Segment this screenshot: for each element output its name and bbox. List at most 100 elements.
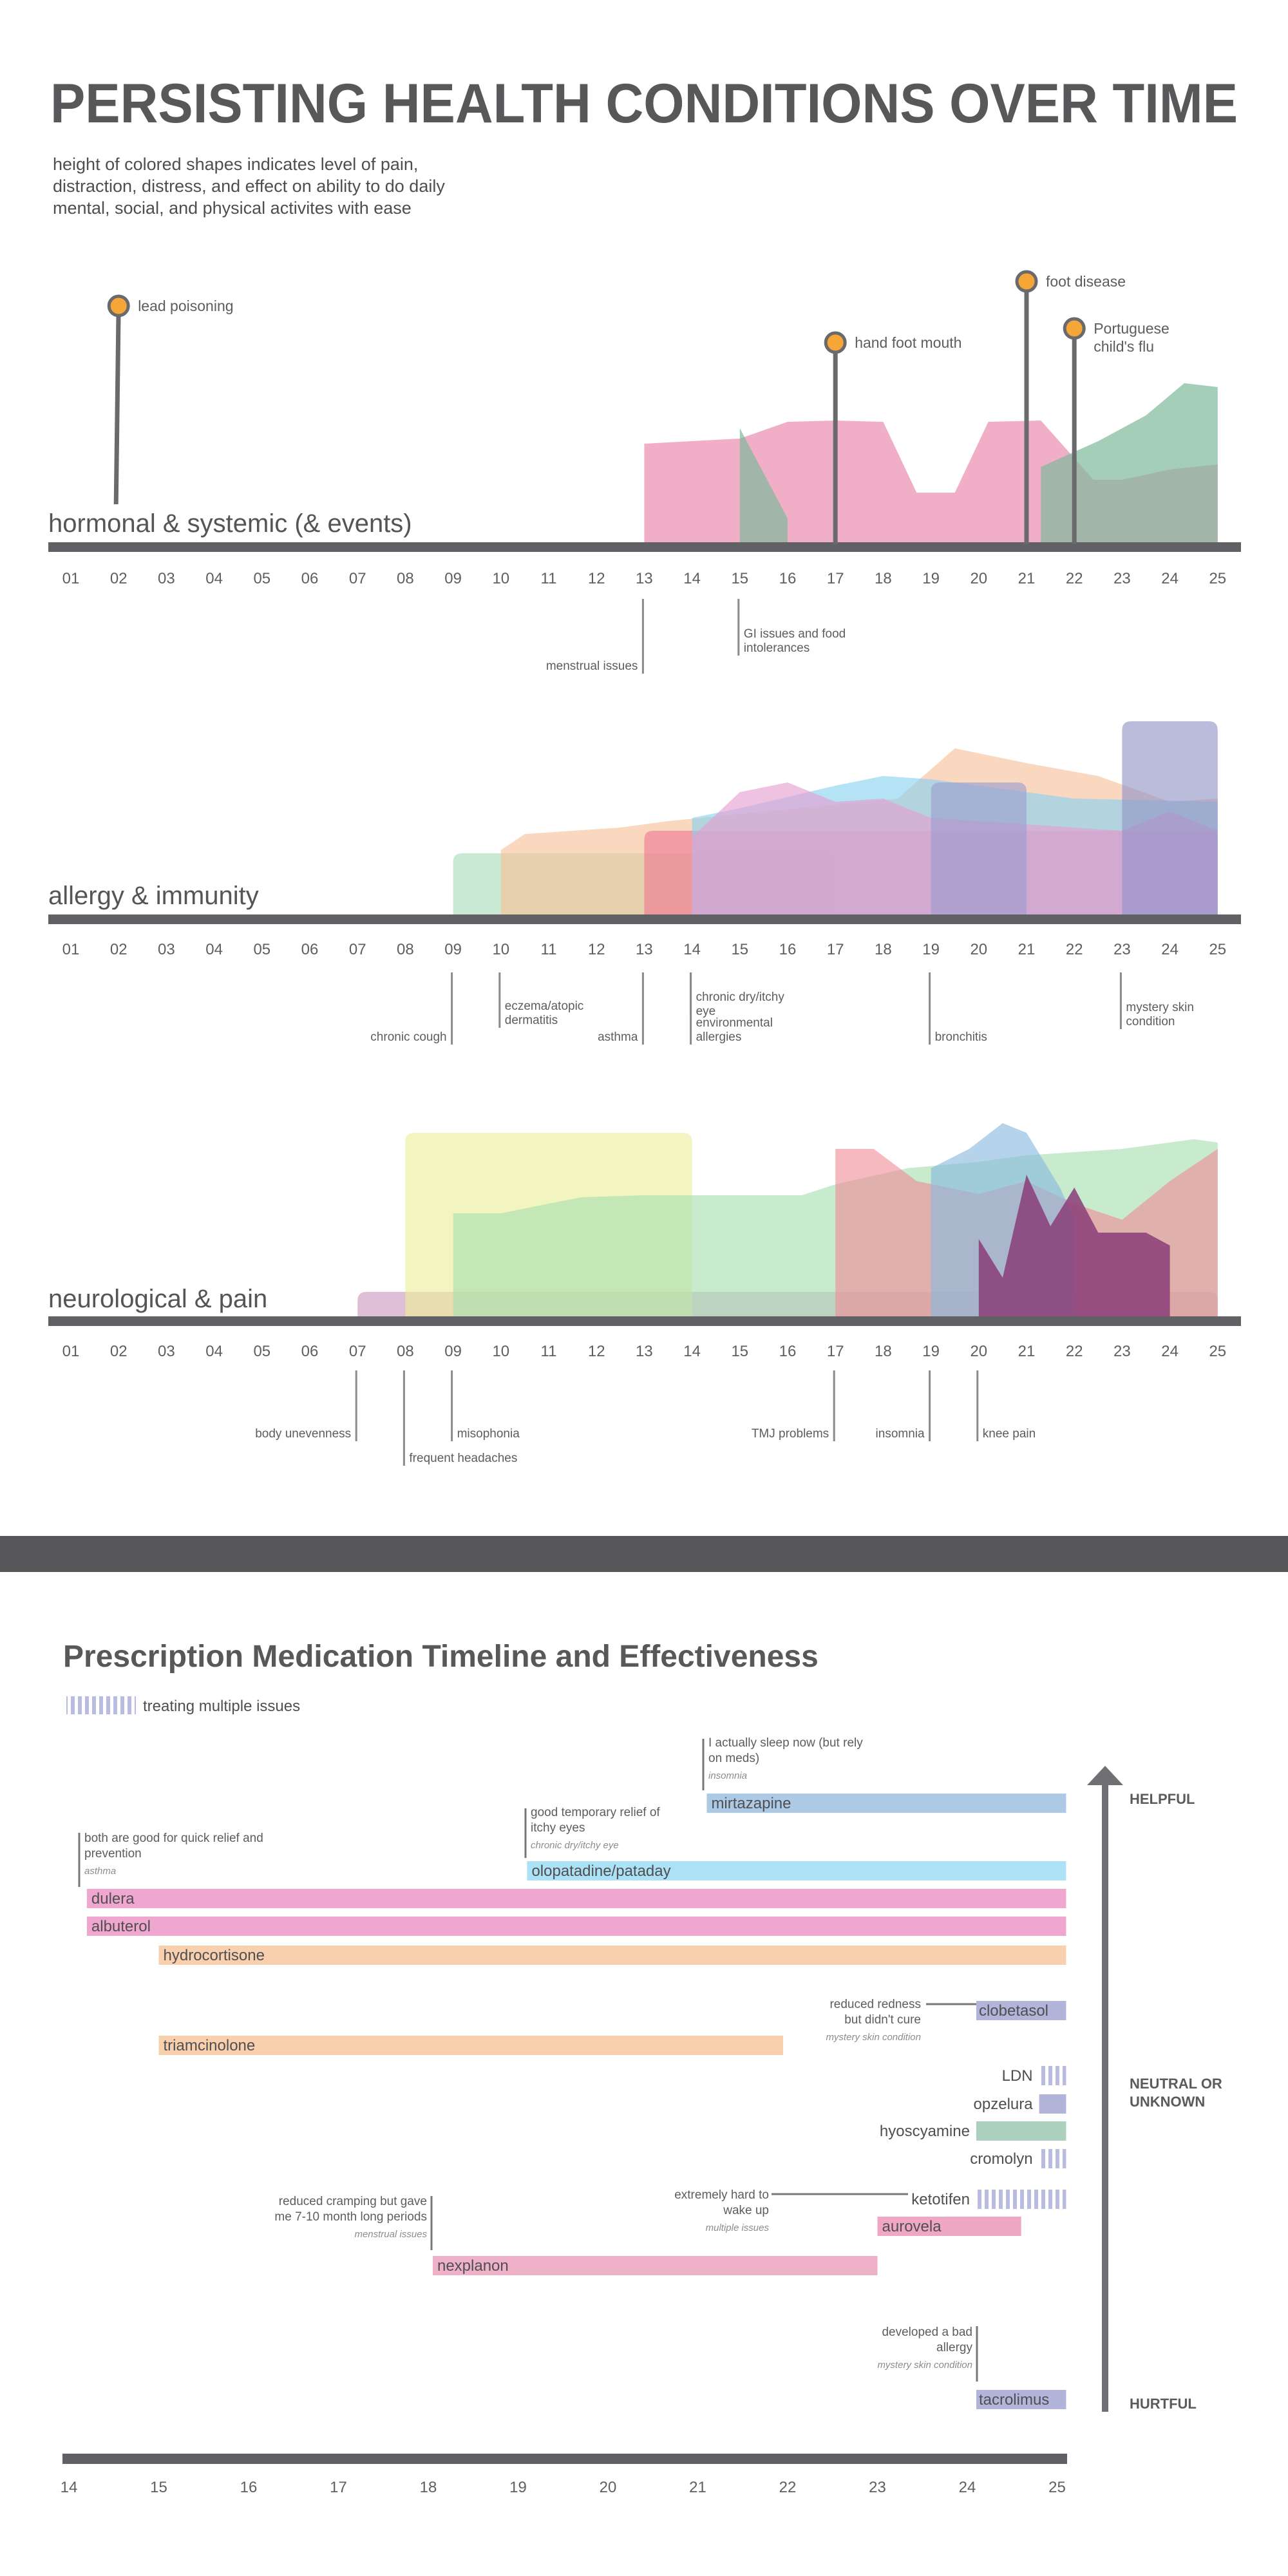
medication-label: aurovela — [882, 2218, 942, 2235]
note-category: mystery skin condition — [877, 2360, 972, 2371]
medication-bar — [976, 2390, 1066, 2409]
x-tick-label: 03 — [158, 570, 175, 587]
medication-bar — [706, 1794, 1066, 1813]
x-tick-label: 09 — [444, 1343, 462, 1360]
x-tick-label: 12 — [588, 570, 605, 587]
medication-x-tick-label: 25 — [1048, 2479, 1066, 2496]
x-tick-label: 14 — [683, 941, 701, 958]
medication-bar — [1039, 2094, 1066, 2114]
note-text: both are good for quick relief and — [84, 1832, 263, 1845]
x-tick-label: 25 — [1209, 1343, 1226, 1360]
condition-label: bronchitis — [935, 1030, 987, 1044]
condition-label: chronic cough — [370, 1030, 446, 1044]
area-mystery-skin-condition — [1122, 721, 1218, 914]
x-tick-label: 22 — [1066, 941, 1083, 958]
medication-x-tick-label: 22 — [779, 2479, 797, 2496]
page-title: PERSISTING HEALTH CONDITIONS OVER TIME — [50, 73, 1238, 135]
x-tick-label: 10 — [492, 1343, 509, 1360]
x-tick-label: 20 — [970, 1343, 987, 1360]
condition-label: frequent headaches — [409, 1452, 517, 1465]
x-axis — [48, 542, 1241, 552]
x-tick-label: 11 — [541, 1343, 557, 1360]
note-category: asthma — [84, 1866, 116, 1877]
x-tick-label: 24 — [1161, 941, 1179, 958]
x-tick-label: 25 — [1209, 570, 1226, 587]
event-label: lead poisoning — [138, 298, 233, 314]
note-text: developed a bad — [882, 2325, 972, 2339]
note-text: allergy — [936, 2341, 972, 2354]
x-tick-label: 18 — [875, 941, 892, 958]
medication-label: ketotifen — [911, 2191, 970, 2208]
medication-label: nexplanon — [437, 2257, 509, 2275]
subtitle-line-3: mental, social, and physical activites w… — [53, 198, 412, 218]
x-tick-label: 18 — [875, 570, 892, 587]
x-tick-label: 07 — [349, 570, 366, 587]
x-tick-label: 03 — [158, 941, 175, 958]
note-text: but didn't cure — [844, 2013, 921, 2027]
x-tick-label: 24 — [1161, 570, 1179, 587]
note-text: itchy eyes — [531, 1821, 585, 1835]
effectiveness-axis — [1102, 1784, 1108, 2412]
medication-bar — [877, 2217, 1021, 2236]
event-marker — [1015, 270, 1038, 293]
neurological-pain-chart: neurological & pain 01 02 03 04 05 06 07 08 09 10 1… — [48, 1123, 1241, 1466]
note-category: chronic dry/itchy eye — [531, 1840, 619, 1851]
x-tick-label: 02 — [110, 570, 128, 587]
x-tick-label: 08 — [397, 1343, 414, 1360]
x-tick-label: 21 — [1018, 1343, 1036, 1360]
medication-label: cromolyn — [970, 2150, 1032, 2168]
x-tick-label: 17 — [827, 1343, 844, 1360]
condition-label: asthma — [598, 1030, 638, 1044]
x-tick-label: 02 — [110, 941, 128, 958]
medication-x-tick-label: 19 — [509, 2479, 527, 2496]
condition-label: TMJ problems — [752, 1427, 829, 1441]
condition-label: environmental allergies — [696, 1016, 773, 1044]
note-category: mystery skin condition — [826, 2032, 921, 2043]
allergy-immunity-chart: allergy & immunity 01 02 03 04 05 06 07 08 09 10 11… — [48, 721, 1241, 1045]
area-gi-issues-and-food-intolerances — [739, 383, 1218, 544]
medication-x-tick-label: 14 — [61, 2479, 78, 2496]
section-title: allergy & immunity — [48, 882, 259, 910]
event-label: Portuguese child's flu — [1094, 320, 1170, 355]
x-tick-label: 19 — [922, 941, 940, 958]
x-tick-label: 15 — [731, 1343, 748, 1360]
x-tick-label: 25 — [1209, 941, 1226, 958]
condition-label: insomnia — [876, 1427, 925, 1441]
x-tick-label: 04 — [205, 941, 223, 958]
x-tick-label: 20 — [970, 570, 987, 587]
x-tick-label: 10 — [492, 570, 509, 587]
event-marker — [824, 331, 847, 354]
note-text: good temporary relief of — [531, 1806, 660, 1819]
medication-label: triamcinolone — [164, 2037, 256, 2054]
legend-label: treating multiple issues — [143, 1698, 300, 1715]
x-tick-label: 21 — [1018, 941, 1036, 958]
x-tick-label: 20 — [970, 941, 987, 958]
medication-label: hydrocortisone — [164, 1947, 265, 1964]
medication-label: mirtazapine — [711, 1795, 791, 1812]
medication-bar — [158, 1946, 1066, 1965]
x-tick-label: 04 — [205, 570, 223, 587]
x-tick-label: 11 — [541, 941, 557, 958]
note-text: extremely hard to — [674, 2188, 769, 2202]
x-tick-label: 12 — [588, 941, 605, 958]
note-text: reduced redness — [829, 1998, 921, 2011]
x-axis — [48, 1316, 1241, 1326]
x-tick-label: 06 — [301, 941, 319, 958]
effect-label-neutral: NEUTRAL OR — [1130, 2076, 1222, 2092]
subtitle-line-2: distraction, distress, and effect on abi… — [53, 176, 445, 196]
note-text: I actually sleep now (but rely — [708, 1736, 863, 1750]
section-title: hormonal & systemic (& events) — [48, 509, 412, 538]
x-tick-label: 14 — [683, 570, 701, 587]
note-text: prevention — [84, 1847, 142, 1861]
effect-label-helpful: HELPFUL — [1130, 1791, 1195, 1807]
x-tick-label: 06 — [301, 1343, 319, 1360]
subtitle-line-1: height of colored shapes indicates level… — [53, 155, 418, 174]
x-tick-label: 15 — [731, 941, 748, 958]
x-tick-label: 05 — [253, 941, 270, 958]
medication-x-tick-label: 24 — [959, 2479, 976, 2496]
x-tick-label: 07 — [349, 1343, 366, 1360]
medication-bar — [1039, 2066, 1066, 2085]
x-tick-label: 12 — [588, 1343, 605, 1360]
condition-label: misophonia — [457, 1427, 520, 1441]
